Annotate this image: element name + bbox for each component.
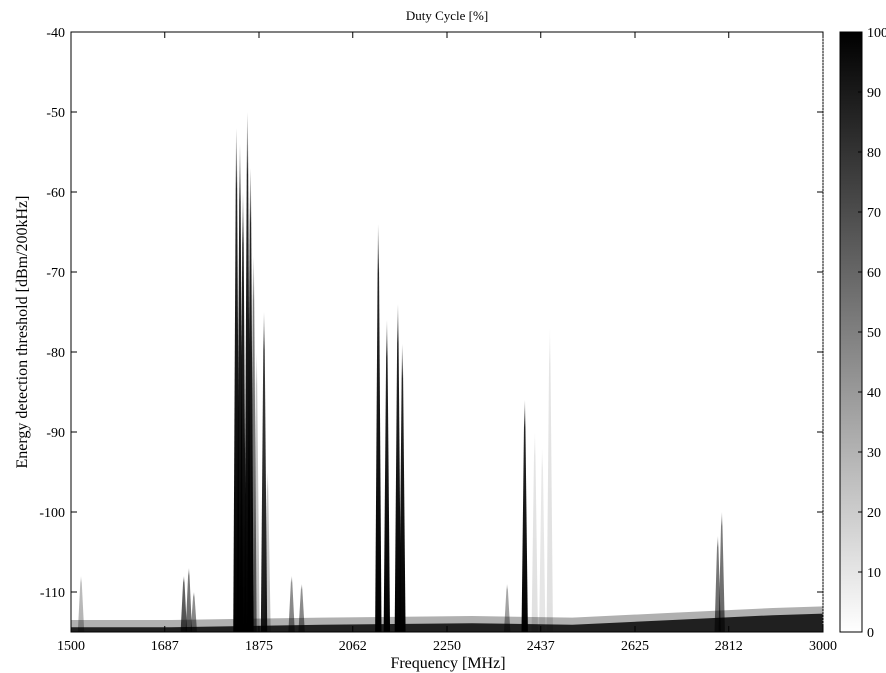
colorbar-tick-label: 0 (867, 626, 874, 641)
y-axis-label: Energy detection threshold [dBm/200kHz] (14, 196, 31, 469)
y-tick-label: -80 (46, 346, 65, 361)
x-tick-label: 3000 (809, 639, 837, 654)
plot-background (71, 32, 823, 632)
occupancy-peak (546, 328, 553, 632)
occupancy-peak (503, 584, 511, 632)
occupancy-peak (399, 344, 406, 632)
occupancy-peak (253, 352, 260, 632)
occupancy-peak (190, 592, 198, 632)
x-axis-label: Frequency [MHz] (390, 655, 505, 672)
occupancy-peak (521, 400, 528, 632)
occupancy-peak (539, 448, 546, 632)
y-tick-label: -40 (46, 26, 65, 41)
occupancy-peak (531, 432, 538, 632)
x-tick-label: 2250 (433, 639, 461, 654)
colorbar-tick-label: 40 (867, 386, 881, 401)
occupancy-peak (180, 576, 187, 632)
x-tick-label: 2625 (621, 639, 649, 654)
occupancy-peak (298, 584, 305, 632)
colorbar-tick-label: 90 (867, 86, 881, 101)
colorbar: 0 10 20 30 40 50 60 70 80 90 100 (839, 26, 886, 641)
x-tick-label: 2062 (339, 639, 367, 654)
y-axis: -40 -50 -60 -70 -80 -90 -100 -110 (39, 26, 823, 601)
x-tick-label: 1500 (57, 639, 85, 654)
x-tick-label: 1687 (151, 639, 179, 654)
colorbar-tick-label: 80 (867, 146, 881, 161)
occupancy-peak (77, 576, 85, 632)
occupancy-peak (718, 512, 725, 632)
occupancy-peak (239, 192, 247, 632)
y-tick-label: -50 (46, 106, 65, 121)
colorbar-tick-label: 50 (867, 326, 881, 341)
colorbar-tick-label: 30 (867, 446, 881, 461)
y-tick-label: -100 (39, 506, 65, 521)
occupancy-peak (394, 304, 402, 632)
colorbar-tick-label: 10 (867, 566, 881, 581)
x-axis: 1500 1687 1875 2062 2250 2437 2625 2812 3000 (57, 32, 837, 654)
colorbar-tick-label: 70 (867, 206, 881, 221)
colorbar-ticks: 0 10 20 30 40 50 60 70 80 90 100 (858, 26, 886, 641)
occupancy-peak (185, 568, 193, 632)
y-tick-label: -70 (46, 266, 65, 281)
occupancy-peak (383, 320, 391, 632)
occupancy-peaks (77, 112, 725, 632)
colorbar-tick-label: 60 (867, 266, 881, 281)
x-tick-label: 1875 (245, 639, 273, 654)
colorbar-tick-label: 100 (867, 26, 886, 41)
occupancy-peak (260, 312, 268, 632)
occupancy-peak (375, 224, 382, 632)
chart-title: Duty Cycle [%] (406, 8, 488, 23)
occupancy-peak (288, 576, 295, 632)
y-tick-label: -60 (46, 186, 65, 201)
x-tick-label: 2437 (527, 639, 555, 654)
occupancy-peak (264, 472, 271, 632)
plot-area (71, 32, 823, 632)
x-tick-label: 2812 (715, 639, 743, 654)
colorbar-tick-label: 20 (867, 506, 881, 521)
y-tick-label: -90 (46, 426, 65, 441)
y-tick-label: -110 (40, 586, 65, 601)
